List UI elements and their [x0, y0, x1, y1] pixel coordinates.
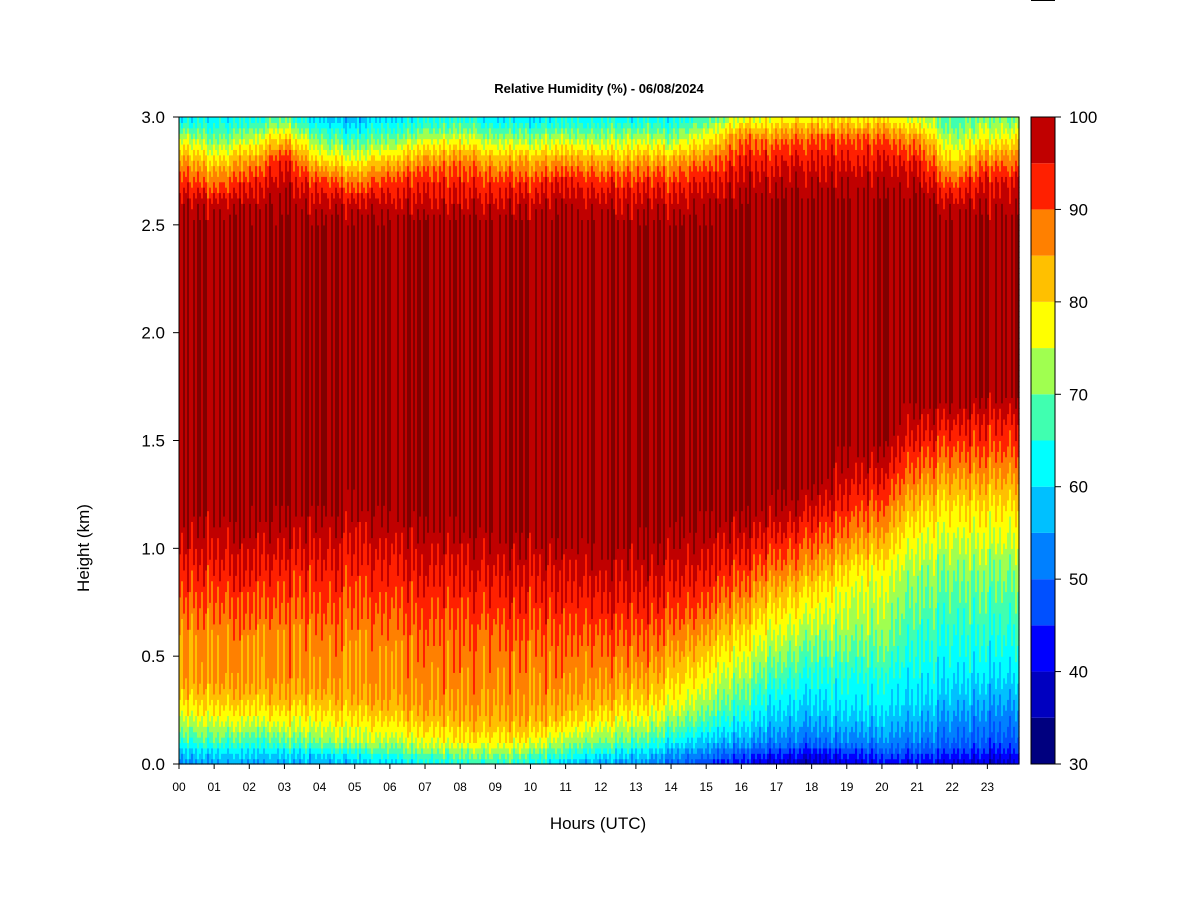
heatmap-plot-area [179, 117, 1020, 765]
chart-title: Relative Humidity (%) - 06/08/2024 [494, 81, 704, 96]
